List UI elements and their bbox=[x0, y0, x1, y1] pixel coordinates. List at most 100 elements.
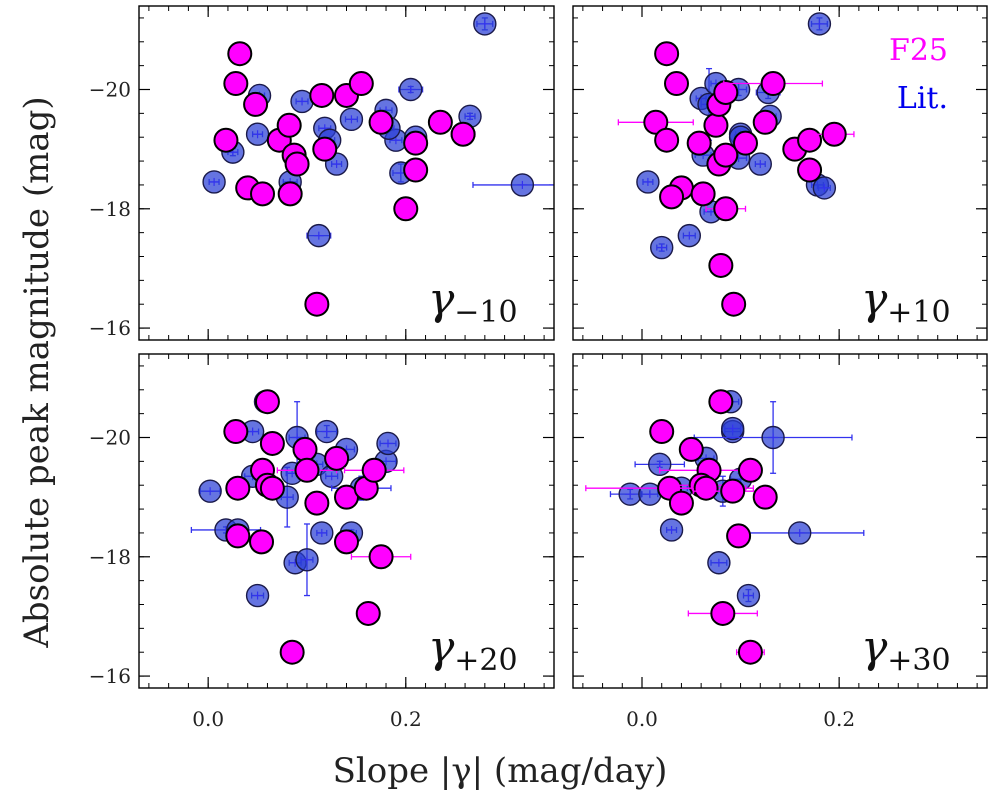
panel-data bbox=[617, 12, 855, 317]
f25-point bbox=[403, 157, 429, 183]
f25-point bbox=[708, 389, 734, 415]
f25-point bbox=[225, 475, 251, 501]
lit-point bbox=[398, 77, 424, 102]
f25-point bbox=[687, 600, 758, 626]
f25-point bbox=[721, 291, 747, 317]
lit-point bbox=[240, 419, 265, 444]
f25-point bbox=[659, 184, 685, 210]
panel-gamma-label: γ+20 bbox=[428, 622, 518, 678]
x-tick-label: 0.0 bbox=[192, 707, 224, 731]
lit-point bbox=[290, 89, 314, 114]
x-axis-title: Slope |γ| (mag/day) bbox=[333, 751, 668, 791]
panel-4: 0.0 0.2 γ+30 bbox=[572, 353, 988, 731]
f25-point bbox=[334, 484, 359, 510]
f25-point bbox=[752, 484, 778, 510]
f25-point bbox=[450, 121, 476, 147]
f25-point bbox=[334, 529, 359, 555]
f25-point bbox=[713, 142, 739, 168]
panel-label-subscript: +10 bbox=[887, 295, 950, 330]
f25-point bbox=[427, 109, 453, 135]
lit-point bbox=[636, 170, 660, 194]
y-axis-title: Absolute peak magnitude (mag) bbox=[17, 96, 57, 648]
panel-label-subscript: −10 bbox=[454, 295, 517, 330]
f25-point bbox=[213, 127, 239, 153]
lit-point bbox=[677, 223, 702, 248]
f25-point bbox=[284, 151, 310, 177]
panel-gamma-label: γ+30 bbox=[861, 622, 951, 678]
panel-frame bbox=[138, 5, 555, 341]
lit-point bbox=[707, 551, 731, 575]
panel-data bbox=[190, 389, 412, 665]
f25-point bbox=[259, 475, 285, 501]
lit-point bbox=[807, 12, 832, 36]
f25-point bbox=[292, 436, 318, 462]
lit-point bbox=[659, 518, 684, 542]
y-tick-label: −20 bbox=[89, 78, 131, 102]
legend-entry-f25: F25 bbox=[889, 33, 948, 68]
f25-point bbox=[686, 130, 712, 156]
f25-point bbox=[225, 523, 251, 549]
f25-point bbox=[733, 130, 758, 156]
lit-point bbox=[202, 170, 226, 194]
f25-point bbox=[813, 121, 855, 147]
f25-point bbox=[279, 639, 305, 665]
f25-point bbox=[654, 127, 680, 153]
panel-2: γ+10 bbox=[572, 5, 988, 341]
f25-point bbox=[649, 419, 675, 445]
lit-point bbox=[812, 176, 837, 200]
f25-point bbox=[304, 291, 330, 317]
f25-point bbox=[250, 181, 276, 207]
lit-point bbox=[245, 583, 270, 608]
lit-point bbox=[376, 431, 400, 456]
panel-label-subscript: +20 bbox=[454, 643, 517, 678]
f25-point bbox=[713, 79, 739, 105]
panel-label-base: γ bbox=[861, 622, 888, 673]
x-tick-label: 0.2 bbox=[390, 707, 422, 731]
f25-point bbox=[668, 490, 694, 516]
x-tick-label: 0.2 bbox=[823, 707, 855, 731]
f25-point bbox=[797, 127, 823, 153]
x-tick-label: 0.0 bbox=[626, 707, 658, 731]
lit-point bbox=[310, 521, 334, 545]
lit-point bbox=[339, 107, 364, 132]
lit-point bbox=[734, 521, 865, 545]
f25-point bbox=[403, 130, 429, 156]
y-tick-label: −16 bbox=[89, 664, 131, 688]
legend: F25 Lit. bbox=[889, 33, 948, 116]
lit-point bbox=[315, 419, 339, 444]
f25-point bbox=[664, 71, 689, 97]
f25-point bbox=[223, 71, 249, 97]
f25-point bbox=[368, 109, 394, 135]
lit-point bbox=[748, 152, 772, 176]
lit-point bbox=[472, 173, 554, 197]
lit-point bbox=[198, 479, 222, 503]
f25-point bbox=[324, 445, 350, 471]
f25-point bbox=[243, 91, 269, 117]
f25-point bbox=[227, 41, 253, 67]
legend-entry-lit: Lit. bbox=[897, 81, 948, 116]
f25-point bbox=[678, 436, 704, 462]
f25-point bbox=[348, 71, 374, 97]
panel-label-base: γ bbox=[428, 274, 455, 325]
lit-point bbox=[245, 122, 270, 146]
f25-point bbox=[393, 196, 419, 222]
lit-point bbox=[295, 523, 319, 597]
f25-point bbox=[752, 109, 778, 135]
panel-label-base: γ bbox=[861, 274, 888, 325]
f25-point bbox=[309, 82, 335, 108]
panel-data bbox=[585, 389, 865, 665]
panel-frame bbox=[572, 353, 988, 689]
f25-point bbox=[304, 490, 330, 516]
lit-point bbox=[736, 583, 761, 608]
y-tick-label: −20 bbox=[89, 426, 131, 450]
f25-point bbox=[254, 389, 280, 415]
panel-gamma-label: γ−10 bbox=[428, 274, 518, 330]
panel-frame bbox=[572, 5, 988, 341]
f25-point bbox=[708, 252, 734, 278]
lit-point bbox=[693, 401, 853, 474]
f25-point bbox=[726, 523, 752, 549]
f25-point bbox=[249, 529, 275, 555]
f25-point bbox=[703, 112, 729, 138]
y-tick-label: −18 bbox=[89, 545, 131, 569]
